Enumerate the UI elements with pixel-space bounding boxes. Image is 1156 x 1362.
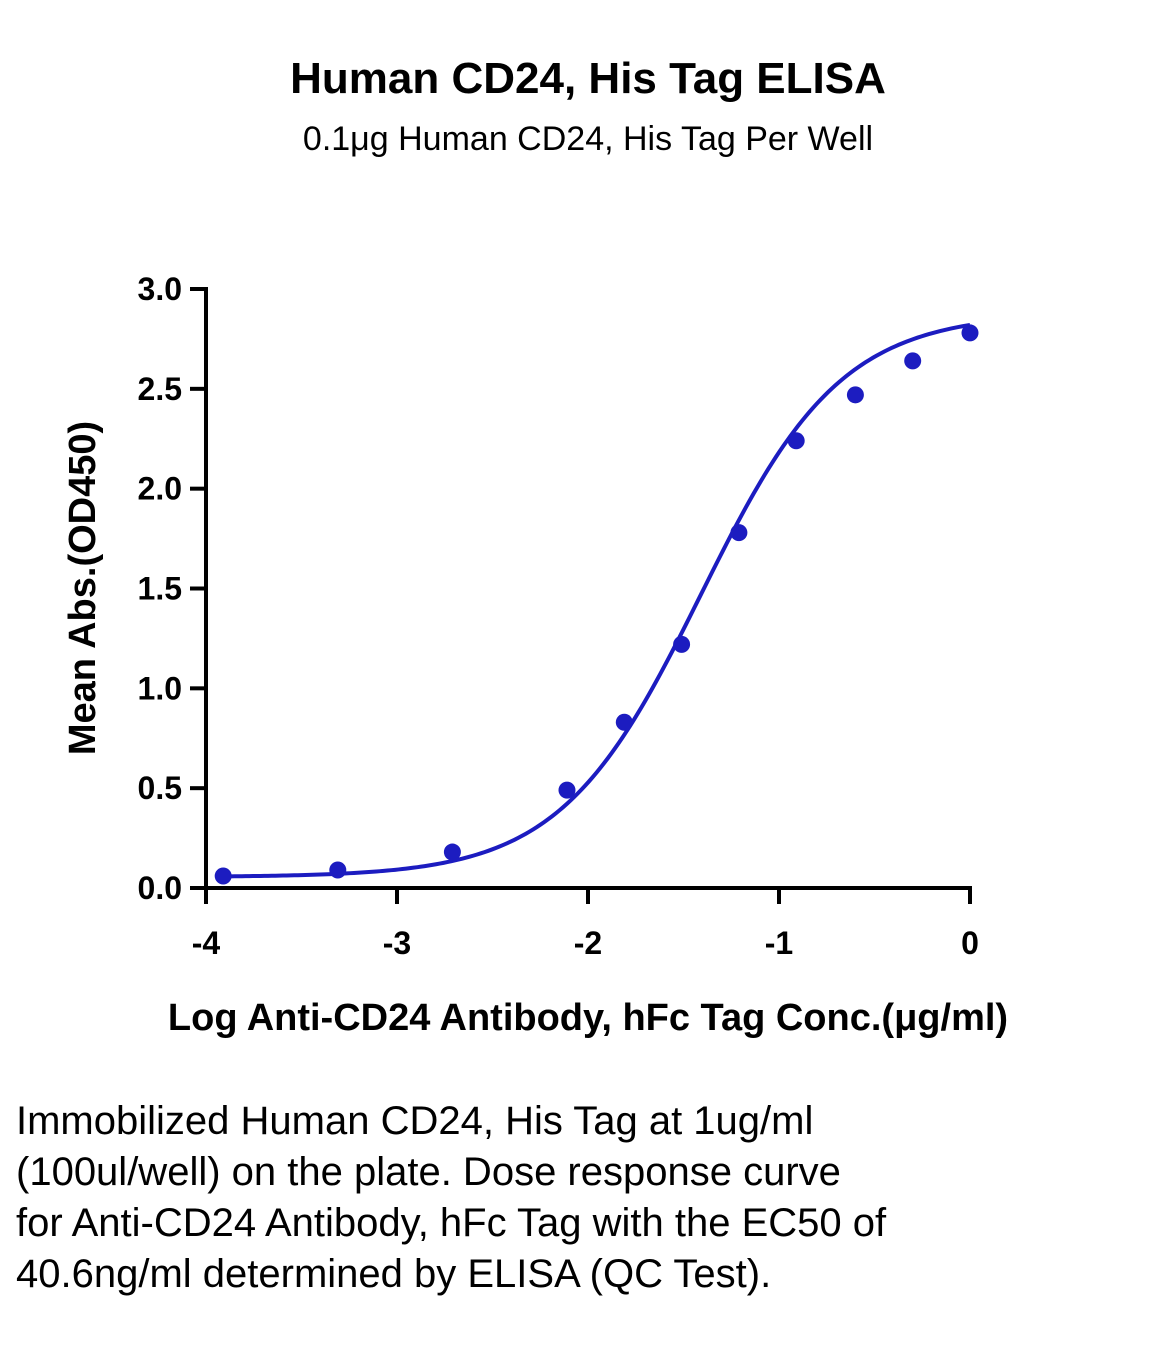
x-axis-title: Log Anti-CD24 Antibody, hFc Tag Conc.(μg… [168, 997, 1008, 1039]
y-tick-label: 1.5 [138, 571, 182, 607]
y-tick-label: 0.0 [138, 870, 182, 906]
x-tick-label: 0 [961, 925, 979, 961]
chart-subtitle: 0.1μg Human CD24, His Tag Per Well [303, 120, 873, 158]
figure-caption: Immobilized Human CD24, His Tag at 1ug/m… [16, 1099, 887, 1296]
chart-title: Human CD24, His Tag ELISA [290, 54, 886, 103]
data-point [443, 843, 461, 861]
data-point [904, 352, 922, 370]
data-point [558, 781, 576, 799]
y-tick-label: 2.0 [138, 471, 182, 507]
x-tick-label: -2 [574, 925, 602, 961]
x-tick-label: -4 [192, 925, 221, 961]
y-axis-title: Mean Abs.(OD450) [62, 421, 104, 755]
plot-area [214, 322, 979, 885]
elisa-chart: Human CD24, His Tag ELISA 0.1μg Human CD… [62, 54, 1008, 1039]
data-point [615, 713, 633, 731]
y-tick-label: 0.5 [138, 770, 182, 806]
data-point [730, 524, 748, 542]
data-point [961, 324, 979, 342]
y-tick-label: 1.0 [138, 670, 182, 706]
y-tick-label: 3.0 [138, 271, 182, 307]
fit-curve [223, 322, 971, 879]
x-tick-label: -1 [765, 925, 793, 961]
y-tick-label: 2.5 [138, 371, 182, 407]
data-point [329, 861, 347, 879]
data-point [214, 867, 232, 885]
data-point [846, 386, 864, 404]
y-axis: 0.0 0.5 1.0 1.5 2.0 2.5 3.0 [138, 271, 208, 906]
x-axis: -4 -3 -2 -1 0 [192, 886, 979, 961]
x-tick-label: -3 [383, 925, 411, 961]
data-point [673, 635, 691, 653]
data-point [787, 432, 805, 450]
